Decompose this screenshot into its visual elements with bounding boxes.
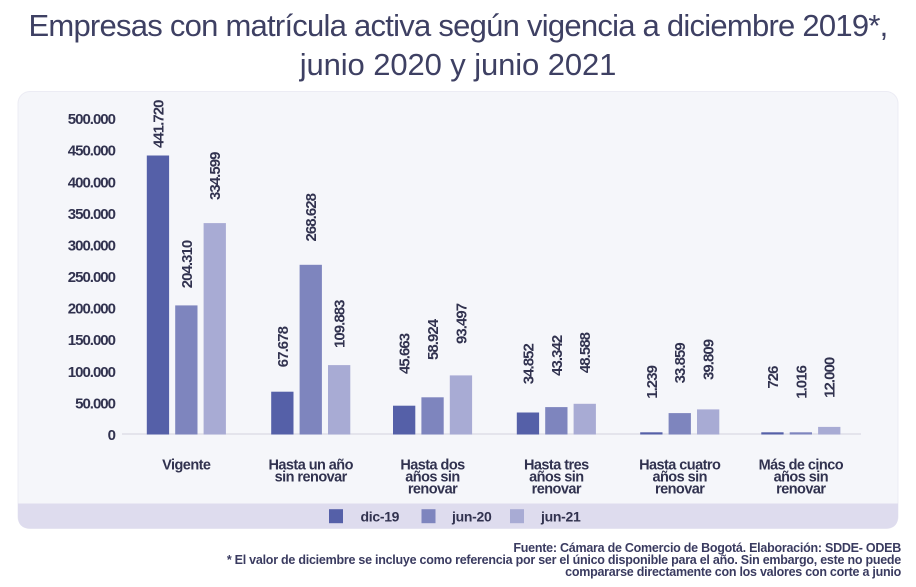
svg-text:250.000: 250.000 xyxy=(68,269,116,286)
svg-text:Hasta cuatro: Hasta cuatro xyxy=(639,457,721,473)
svg-text:48.588: 48.588 xyxy=(577,332,594,373)
svg-text:jun-21: jun-21 xyxy=(540,508,581,524)
svg-text:1.239: 1.239 xyxy=(644,365,661,398)
svg-text:109.883: 109.883 xyxy=(332,300,349,348)
svg-text:0: 0 xyxy=(108,427,116,444)
svg-text:33.859: 33.859 xyxy=(672,343,689,384)
svg-text:268.628: 268.628 xyxy=(303,193,320,241)
svg-text:500.000: 500.000 xyxy=(68,111,116,128)
svg-text:34.852: 34.852 xyxy=(520,344,537,385)
svg-text:45.663: 45.663 xyxy=(397,333,414,374)
svg-text:Hasta dos: Hasta dos xyxy=(400,457,465,473)
svg-text:100.000: 100.000 xyxy=(68,364,116,381)
svg-text:58.924: 58.924 xyxy=(425,318,442,360)
svg-text:67.678: 67.678 xyxy=(275,326,292,367)
svg-text:726: 726 xyxy=(765,366,782,389)
svg-text:204.310: 204.310 xyxy=(179,240,196,288)
svg-text:400.000: 400.000 xyxy=(68,174,116,191)
svg-text:jun-20: jun-20 xyxy=(451,508,492,524)
svg-text:Más de cinco: Más de cinco xyxy=(759,457,844,473)
svg-text:300.000: 300.000 xyxy=(68,237,116,254)
svg-text:dic-19: dic-19 xyxy=(361,508,400,524)
svg-text:39.809: 39.809 xyxy=(701,339,718,380)
svg-text:años sin: años sin xyxy=(652,469,706,485)
svg-text:Hasta un año: Hasta un año xyxy=(268,457,353,473)
svg-text:Hasta tres: Hasta tres xyxy=(524,457,589,473)
svg-text:450.000: 450.000 xyxy=(68,143,116,160)
svg-text:años sin: años sin xyxy=(405,469,459,485)
svg-text:sin renovar: sin renovar xyxy=(275,469,348,485)
svg-text:Vigente: Vigente xyxy=(162,457,211,473)
svg-text:93.497: 93.497 xyxy=(453,303,470,344)
svg-text:renovar: renovar xyxy=(408,482,458,498)
svg-text:50.000: 50.000 xyxy=(75,395,116,412)
svg-text:años sin: años sin xyxy=(529,469,583,485)
svg-text:441.720: 441.720 xyxy=(150,100,167,148)
svg-text:43.342: 43.342 xyxy=(549,335,566,376)
svg-text:350.000: 350.000 xyxy=(68,206,116,223)
svg-text:150.000: 150.000 xyxy=(68,332,116,349)
svg-text:334.599: 334.599 xyxy=(207,152,224,200)
svg-text:renovar: renovar xyxy=(776,482,826,498)
svg-text:200.000: 200.000 xyxy=(68,301,116,318)
svg-text:renovar: renovar xyxy=(532,482,582,498)
svg-text:1.016: 1.016 xyxy=(793,365,810,398)
svg-text:renovar: renovar xyxy=(655,482,705,498)
svg-text:12.000: 12.000 xyxy=(822,357,839,398)
svg-text:años sin: años sin xyxy=(774,469,828,485)
